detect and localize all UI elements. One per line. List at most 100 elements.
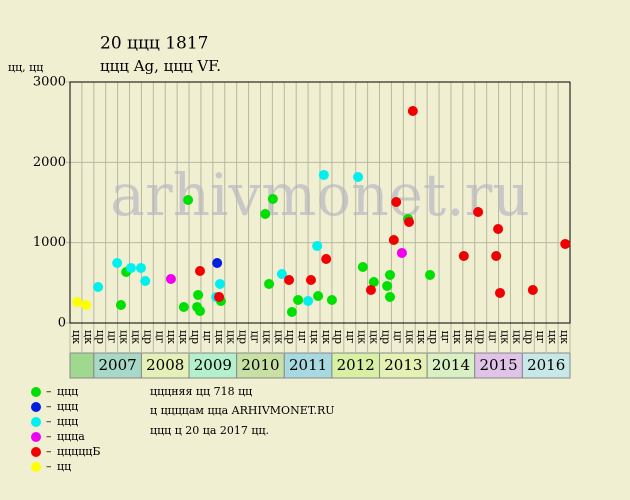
data-point	[385, 291, 395, 302]
year-band	[331, 352, 381, 379]
legend-marker	[31, 462, 41, 472]
data-point	[193, 289, 204, 300]
data-point	[140, 275, 151, 286]
x-column-label: цг	[391, 331, 404, 344]
data-point	[357, 262, 368, 273]
legend-marker	[31, 447, 41, 457]
x-column-label: цк	[129, 330, 142, 344]
data-point	[195, 266, 205, 277]
data-point	[388, 235, 399, 246]
y-tick-label: 1000	[33, 235, 66, 250]
x-column-label: цр	[141, 330, 154, 344]
legend-dash: –	[46, 445, 52, 458]
data-point	[165, 273, 176, 284]
data-point	[293, 295, 304, 306]
legend-dash: –	[46, 430, 52, 443]
x-column-label: цк	[225, 330, 238, 344]
y-axis-label: цц, цц	[8, 61, 43, 74]
data-point	[112, 257, 123, 268]
x-column-label: цр	[189, 330, 202, 344]
chart-title: 20 ццц 1817	[100, 34, 209, 54]
x-column-label: цк	[177, 330, 190, 344]
data-point	[72, 297, 83, 308]
data-point	[365, 284, 376, 295]
year-band	[283, 352, 333, 379]
data-point	[425, 269, 435, 280]
data-point	[312, 240, 323, 251]
data-point	[493, 224, 504, 235]
data-point	[135, 262, 146, 273]
year-band	[140, 352, 190, 379]
x-column-label: цр	[475, 330, 488, 344]
x-column-label: цг	[249, 331, 262, 344]
data-point	[81, 300, 92, 311]
data-point	[286, 306, 297, 317]
x-column-label: цг	[487, 331, 500, 344]
year-label: 2011	[289, 356, 327, 374]
data-point	[264, 278, 275, 289]
y-tick-label: 3000	[33, 75, 66, 90]
legend-dash: –	[46, 460, 52, 473]
year-label: 2013	[384, 356, 422, 374]
x-column-label: цк	[368, 330, 381, 344]
x-column-label: цр	[284, 330, 297, 344]
note: цццняя цц 718 цц	[150, 385, 252, 398]
data-point	[212, 257, 223, 268]
year-band	[521, 352, 571, 379]
data-point	[396, 247, 407, 258]
year-band	[236, 352, 285, 379]
chart-subtitle: ццц Ag, ццц VF.	[100, 57, 221, 75]
data-point	[115, 300, 126, 311]
year-band	[426, 352, 476, 379]
year-label: 2015	[479, 356, 517, 374]
data-point	[326, 295, 337, 306]
y-tick-label: 2000	[33, 155, 66, 170]
legend-label: цц	[57, 460, 71, 473]
data-point	[527, 284, 538, 295]
x-column-label: цк	[308, 330, 321, 344]
x-column-label: цг	[296, 331, 309, 344]
legend-label: цццццБ	[57, 445, 100, 458]
year-band	[93, 352, 142, 379]
data-point	[495, 287, 505, 298]
x-column-label: цр	[94, 330, 107, 344]
x-column-label: цк	[320, 330, 333, 344]
data-point	[125, 262, 136, 273]
data-point	[391, 197, 402, 208]
data-point	[321, 253, 332, 264]
year-label: 2008	[146, 356, 184, 374]
data-point	[368, 277, 379, 288]
x-column-label: цг	[153, 331, 166, 344]
data-point	[284, 275, 295, 286]
data-point	[404, 217, 415, 228]
y-tick-label: 0	[58, 316, 66, 331]
x-column-label: цр	[237, 330, 250, 344]
year-band	[69, 352, 95, 379]
year-band	[188, 352, 238, 379]
data-point	[313, 291, 324, 302]
x-column-label: цк	[415, 330, 428, 344]
year-label: 2012	[337, 356, 375, 374]
x-column-label: цк	[213, 330, 226, 344]
data-point	[382, 280, 393, 291]
data-point	[491, 251, 502, 262]
x-column-label: цг	[106, 331, 119, 344]
data-point	[93, 282, 104, 293]
note: ц ццццам ццa ARHIVMONET.RU	[150, 404, 335, 417]
x-column-label: цк	[546, 330, 559, 344]
year-label: 2016	[527, 356, 565, 374]
x-column-label: цр	[522, 330, 535, 344]
year-label: 2007	[99, 356, 137, 374]
x-column-label: цр	[427, 330, 440, 344]
legend-dash: –	[46, 400, 52, 413]
legend-dash: –	[46, 385, 52, 398]
data-point	[276, 268, 287, 279]
x-column-label: цк	[463, 330, 476, 344]
x-column-label: цг	[344, 331, 357, 344]
data-point	[305, 275, 316, 286]
x-column-label: цк	[403, 330, 416, 344]
x-column-label: цк	[499, 330, 512, 344]
legend-label: ццц	[57, 400, 78, 413]
x-column-label: цк	[272, 330, 285, 344]
